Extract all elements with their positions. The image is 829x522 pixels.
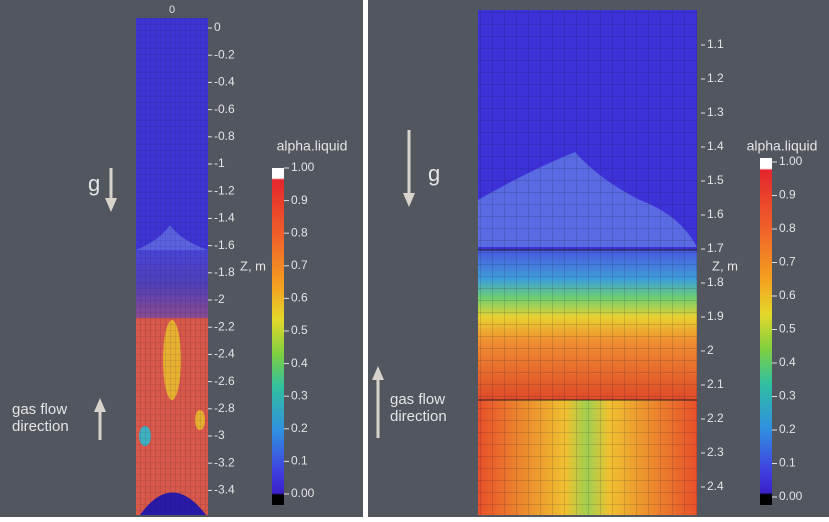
colorbar-tick-label: 0.00 [291,486,315,500]
colorbar-title: alpha.liquid [747,138,818,154]
colorbar-tick-label: 0.6 [779,288,796,302]
gravity-label: g [88,171,100,196]
z-tick-label: -1.8 [214,265,235,279]
colorbar-tick-label: 0.8 [291,225,308,239]
z-tick-label: -3.2 [214,455,235,469]
z-tick-label: -0.8 [214,129,235,143]
z-tick-label: 2.4 [707,479,724,493]
colorbar-tick-label: 0.7 [291,258,308,272]
left-field [136,18,208,515]
z-tick-label: -1.6 [214,238,235,252]
colorbar-tick-label: 0.9 [779,188,796,202]
colorbar-tick-label: 0.9 [291,193,308,207]
colorbar [760,158,772,505]
colorbar-title: alpha.liquid [277,138,348,154]
z-tick-label: 0 [214,20,221,34]
z-tick-label: 1.8 [707,275,724,289]
colorbar-tick-label: 0.6 [291,291,308,305]
colorbar-tick-label: 0.5 [779,322,796,336]
z-axis-label: Z, m [240,258,266,273]
flow-label: gas flow [12,401,67,418]
colorbar-tick-label: 0.2 [291,421,308,435]
colorbar-tick-label: 0.1 [779,456,796,470]
z-tick-label: -2.6 [214,374,235,388]
z-tick-label: 1.6 [707,207,724,221]
z-tick-label: -0.2 [214,47,235,61]
z-tick-label: 1.5 [707,173,724,187]
colorbar-tick-label: 0.8 [779,221,796,235]
z-tick-label: -3.4 [214,483,235,497]
z-axis-label: Z, m [712,258,738,273]
z-tick-label: 2.1 [707,377,724,391]
colorbar-tick-label: 0.1 [291,454,308,468]
z-tick-label: 1.7 [707,241,724,255]
colorbar-tick-label: 0.00 [779,489,803,503]
z-tick-label: -1 [214,156,225,170]
z-tick-label: -1.4 [214,211,235,225]
colorbar-tick-label: 0.3 [779,389,796,403]
right-field [478,10,697,515]
flow-label: direction [390,408,447,425]
colorbar-tick-label: 1.00 [291,160,315,174]
colorbar-tick-label: 0.2 [779,422,796,436]
colorbar [272,168,284,505]
z-tick-label: 1.2 [707,71,724,85]
flow-label: gas flow [390,391,445,408]
colorbar-tick-label: 1.00 [779,154,803,168]
z-tick-label: -2.8 [214,401,235,415]
z-tick-label: 1.3 [707,105,724,119]
colorbar-tick-label: 0.3 [291,388,308,402]
z-tick-label: -0.4 [214,75,235,89]
z-tick-label: -1.2 [214,183,235,197]
z-tick-label: 1.1 [707,37,724,51]
colorbar-tick-label: 0.5 [291,323,308,337]
flow-label: direction [12,418,69,435]
colorbar-tick-label: 0.4 [779,355,796,369]
colorbar-tick-label: 0.7 [779,255,796,269]
z-tick-label: 1.9 [707,309,724,323]
z-tick-label: 2.2 [707,411,724,425]
z-tick-label: 2.3 [707,445,724,459]
gravity-label: g [428,161,440,186]
colorbar-tick-label: 0.4 [291,356,308,370]
z-tick-label: -3 [214,428,225,442]
z-tick-label: 2 [707,343,714,357]
arrows [94,130,415,440]
z-tick-label: 1.4 [707,139,724,153]
z-tick-label: -0.6 [214,102,235,116]
z-tick-label: -2.2 [214,319,235,333]
z-tick-label: -2 [214,292,225,306]
z-tick-label: -2.4 [214,347,235,361]
top-label: 0 [169,4,175,16]
